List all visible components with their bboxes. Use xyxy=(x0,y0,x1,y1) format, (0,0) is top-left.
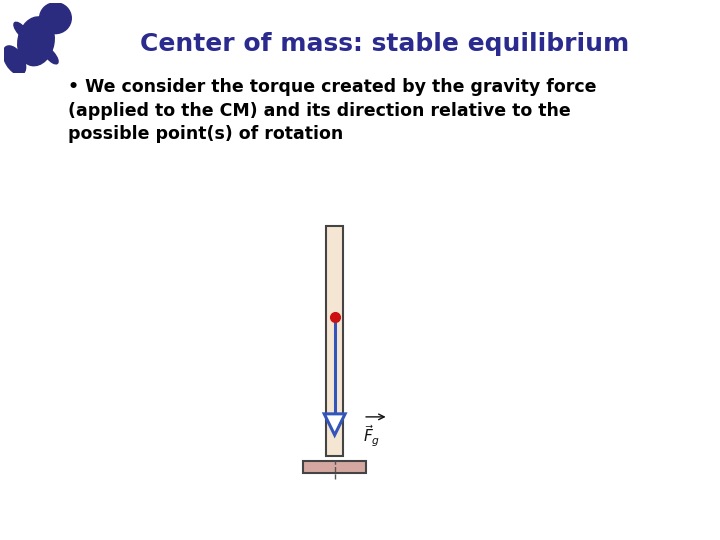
Ellipse shape xyxy=(18,17,54,66)
Bar xyxy=(326,226,343,456)
Ellipse shape xyxy=(14,22,30,39)
Ellipse shape xyxy=(42,47,58,64)
Text: Center of mass: stable equilibrium: Center of mass: stable equilibrium xyxy=(140,32,629,56)
Bar xyxy=(303,461,366,472)
Text: • We consider the torque created by the gravity force
(applied to the CM) and it: • We consider the torque created by the … xyxy=(68,78,596,143)
Ellipse shape xyxy=(3,46,26,75)
Ellipse shape xyxy=(42,22,58,39)
Circle shape xyxy=(40,3,71,33)
Text: $\vec{F}_g$: $\vec{F}_g$ xyxy=(363,424,380,449)
Ellipse shape xyxy=(14,47,30,64)
Polygon shape xyxy=(324,414,345,435)
